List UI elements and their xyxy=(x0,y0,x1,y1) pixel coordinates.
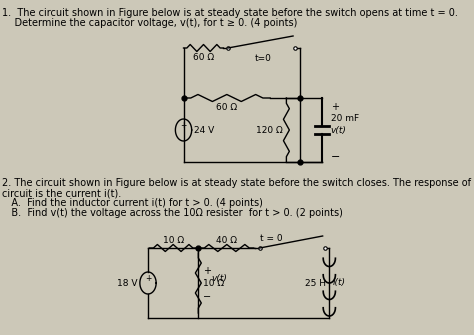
Text: 60 Ω: 60 Ω xyxy=(193,53,214,62)
Text: 2. The circuit shown in Figure below is at steady state before the switch closes: 2. The circuit shown in Figure below is … xyxy=(2,178,474,188)
Text: −: − xyxy=(203,292,211,302)
Text: +: + xyxy=(331,102,339,112)
Text: +: + xyxy=(203,266,211,276)
Text: 60 Ω: 60 Ω xyxy=(216,103,237,112)
Text: Determine the capacitor voltage, v(t), for t ≥ 0. (4 points): Determine the capacitor voltage, v(t), f… xyxy=(2,18,298,28)
Text: 18 V: 18 V xyxy=(117,278,137,287)
Text: +: + xyxy=(145,274,151,283)
Text: B.  Find v(t) the voltage across the 10Ω resister  for t > 0. (2 points): B. Find v(t) the voltage across the 10Ω … xyxy=(2,208,343,218)
Text: 40 Ω: 40 Ω xyxy=(216,236,237,245)
Text: −: − xyxy=(331,152,340,162)
Text: +: + xyxy=(180,121,187,130)
Text: i(t): i(t) xyxy=(332,278,345,287)
Text: 1.  The circuit shown in Figure below is at steady state before the switch opens: 1. The circuit shown in Figure below is … xyxy=(2,8,458,18)
Text: t = 0: t = 0 xyxy=(260,234,283,243)
Text: 24 V: 24 V xyxy=(194,126,214,134)
Text: 20 mF: 20 mF xyxy=(331,114,359,123)
Text: 10 Ω: 10 Ω xyxy=(203,278,224,287)
Text: circuit is the current i(t).: circuit is the current i(t). xyxy=(2,188,121,198)
Text: v(t): v(t) xyxy=(331,126,346,134)
Text: 120 Ω: 120 Ω xyxy=(256,126,283,134)
Text: t=0: t=0 xyxy=(255,54,272,63)
Text: 25 H: 25 H xyxy=(305,278,326,287)
Text: 10 Ω: 10 Ω xyxy=(163,236,184,245)
Text: v(t): v(t) xyxy=(212,274,228,283)
Text: A.  Find the inductor current i(t) for t > 0. (4 points): A. Find the inductor current i(t) for t … xyxy=(2,198,263,208)
